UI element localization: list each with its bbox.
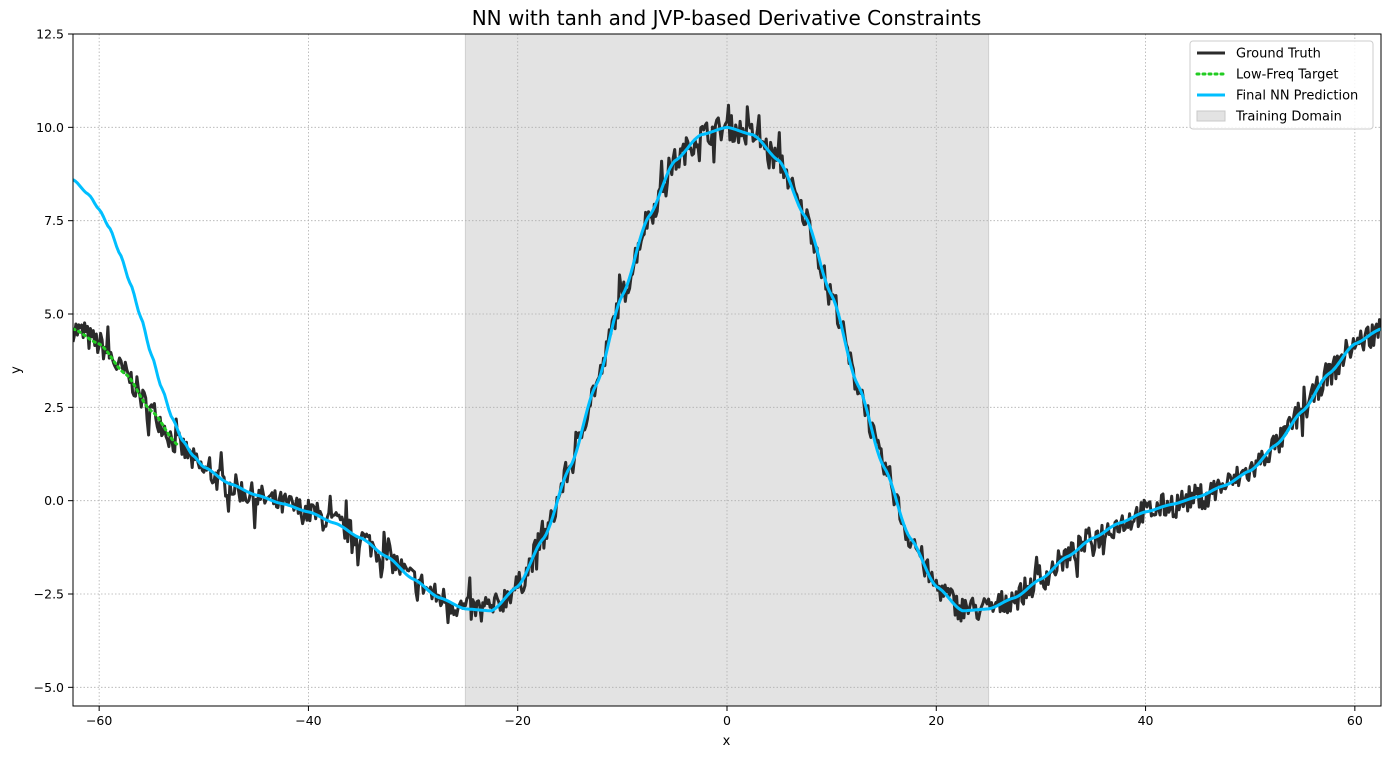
x-tick-label: −40 (295, 713, 321, 728)
nn-prediction-line (73, 125, 1381, 613)
plot-area: −60 −40 −20 0 20 40 60 −5.0 −2.5 0.0 2.5 5.0 7.5 10.0… (34, 27, 1382, 728)
x-axis-label: x (723, 734, 731, 749)
legend-label: Final NN Prediction (1236, 89, 1358, 104)
chart-title: NN with tanh and JVP-based Derivative Co… (472, 6, 982, 30)
x-tick-label: 60 (1347, 713, 1363, 728)
y-axis-label: y (9, 366, 24, 374)
y-tick-label: 12.5 (36, 27, 64, 42)
x-tick-label: −60 (86, 713, 112, 728)
low-freq-target-left (73, 327, 180, 447)
legend-swatch-patch (1196, 110, 1226, 122)
y-tick-label: −5.0 (34, 680, 64, 695)
series-group (73, 103, 1381, 625)
legend-label: Training Domain (1235, 110, 1342, 125)
y-tick-label: 7.5 (44, 213, 64, 228)
legend-label: Low-Freq Target (1236, 68, 1338, 83)
y-tick-label: 5.0 (44, 307, 64, 322)
x-tick-label: 0 (723, 713, 731, 728)
x-tick-label: 20 (928, 713, 944, 728)
x-tick-label: −20 (505, 713, 531, 728)
x-tick-label: 40 (1138, 713, 1154, 728)
legend-box (1189, 40, 1374, 130)
y-tick-label: 0.0 (44, 493, 64, 508)
y-tick-label: −2.5 (34, 587, 64, 602)
y-tick-label: 10.0 (36, 120, 64, 135)
legend: Ground Truth Low-Freq Target Final NN Pred… (1189, 40, 1374, 130)
ground-truth-line (73, 103, 1381, 625)
y-tick-label: 2.5 (44, 400, 64, 415)
legend-label: Ground Truth (1236, 47, 1321, 62)
